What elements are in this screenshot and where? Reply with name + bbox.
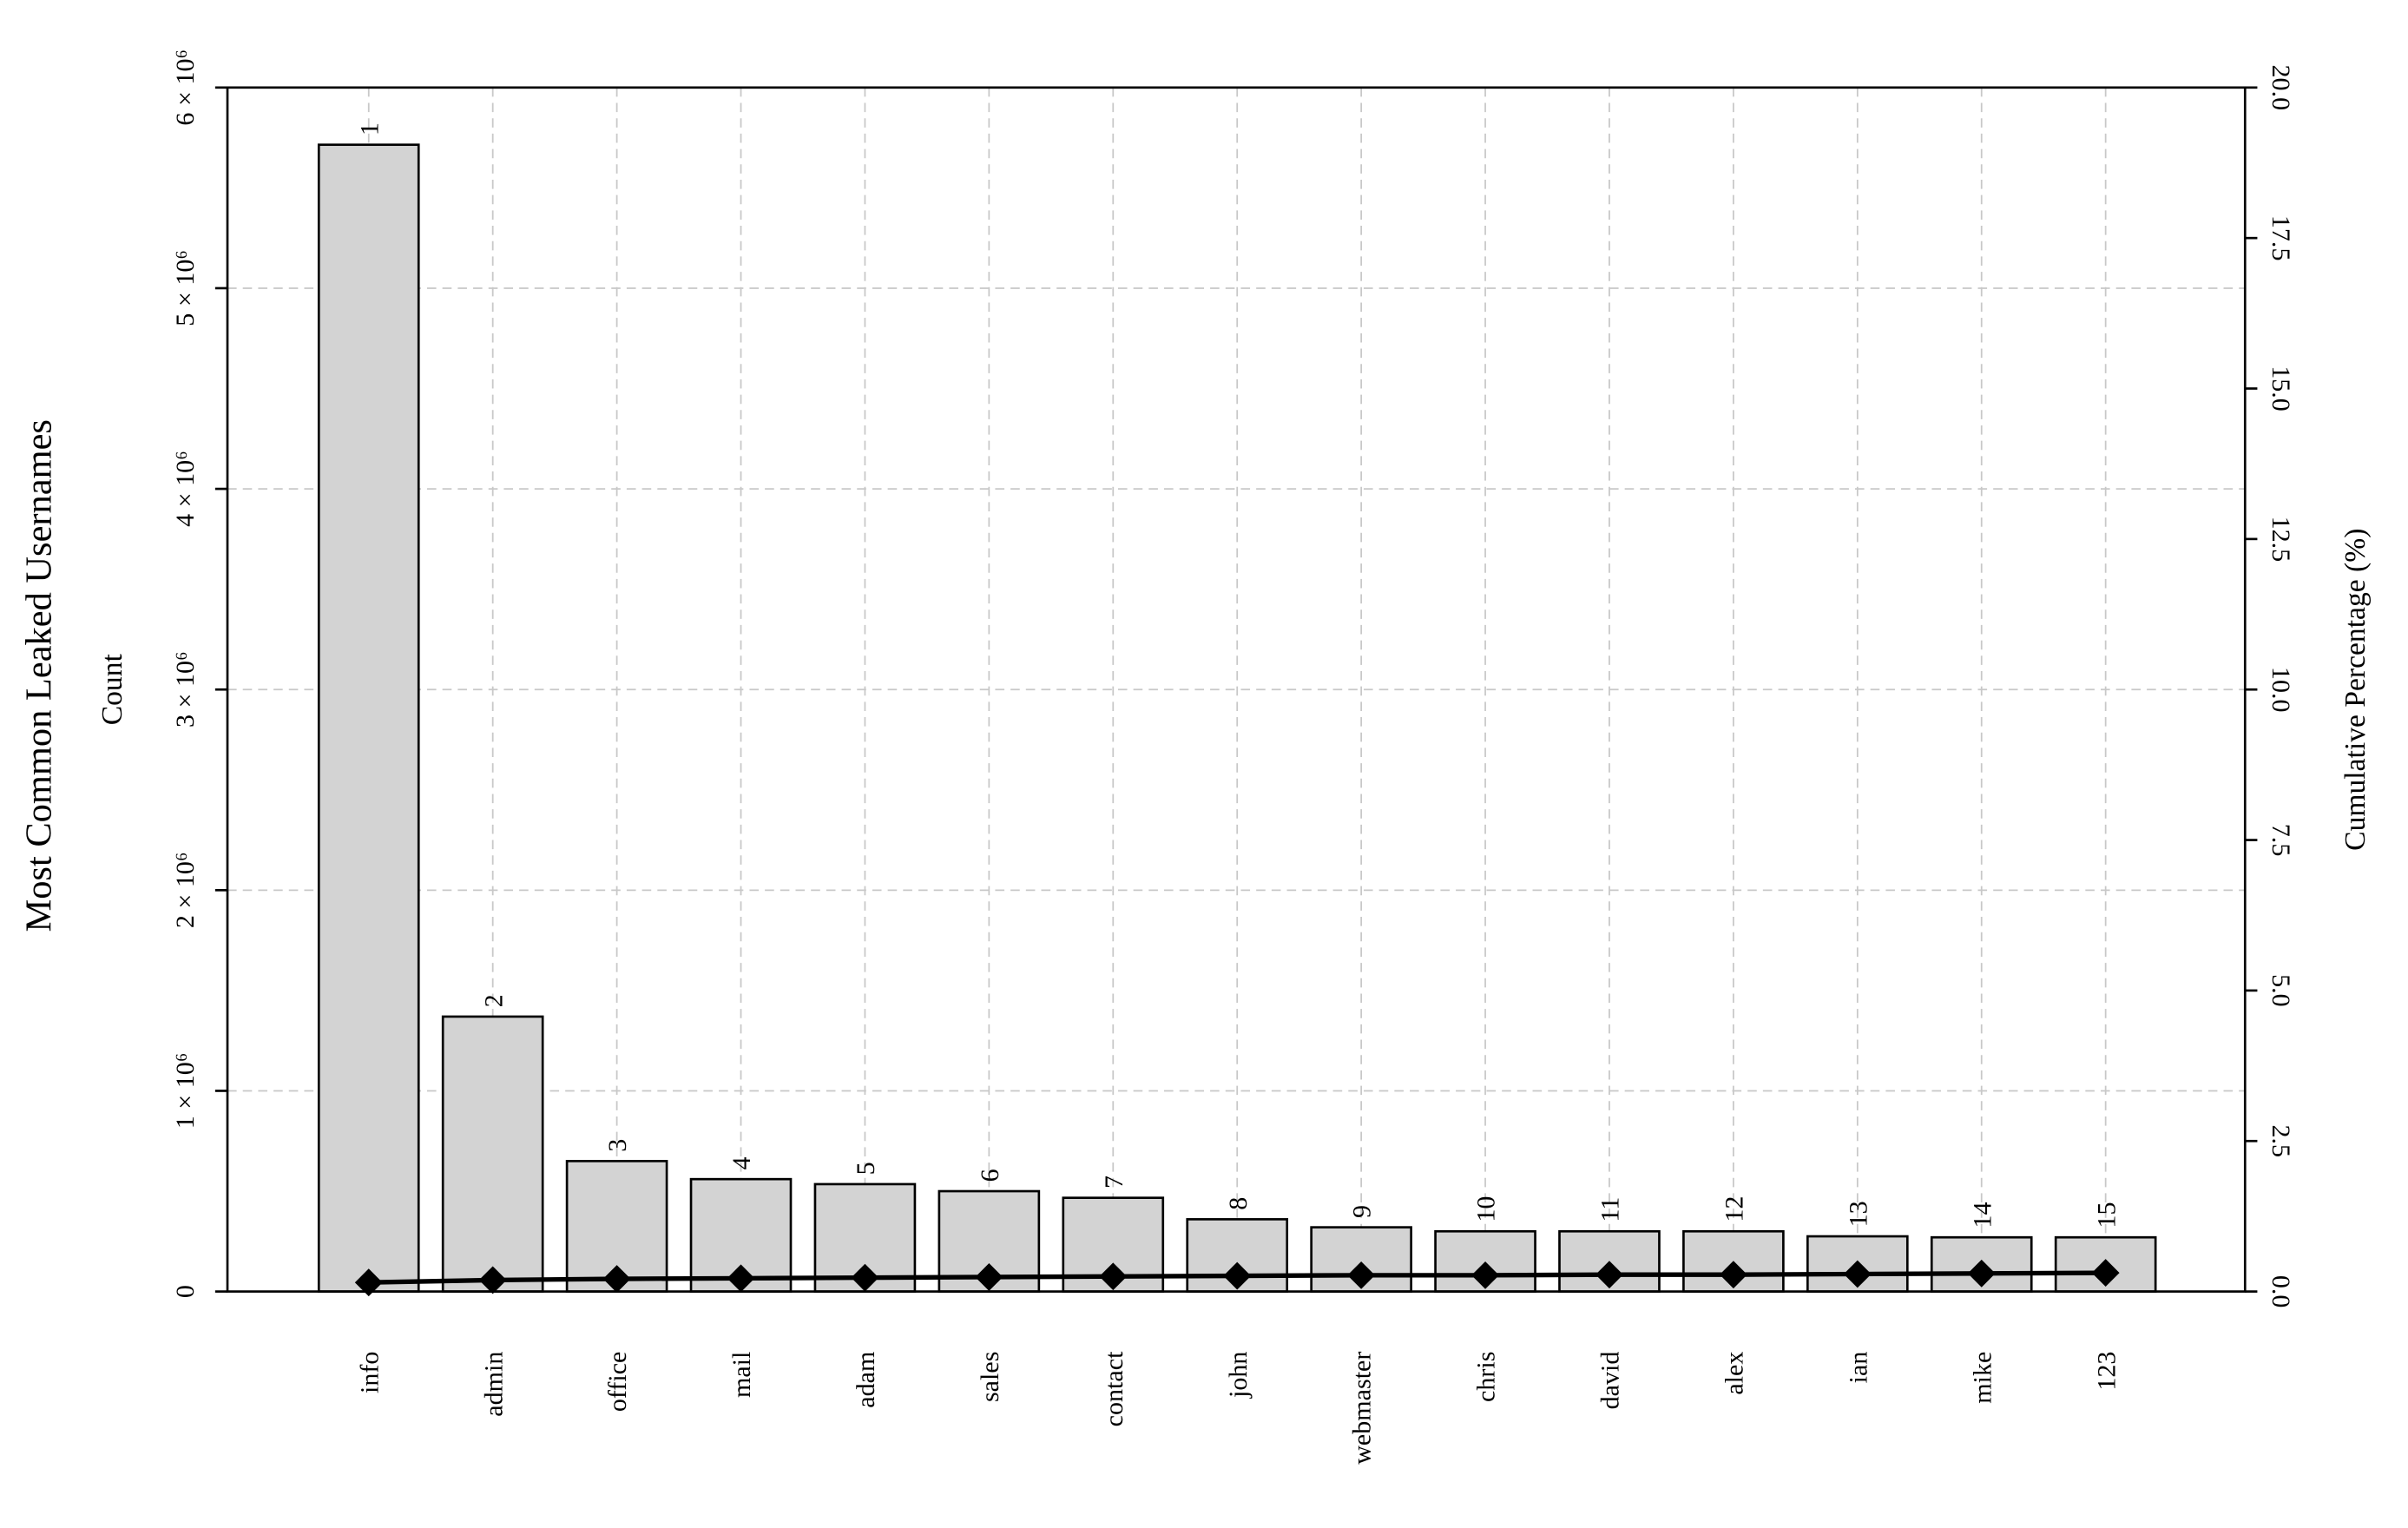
x-tick-label: sales — [975, 1352, 1004, 1402]
bar-label: 7 — [1099, 1176, 1128, 1189]
bar-label: 8 — [1223, 1197, 1253, 1210]
diamond-marker — [851, 1263, 879, 1292]
diamond-marker — [602, 1265, 631, 1293]
bar-label: 9 — [1347, 1205, 1377, 1218]
plot-frame — [226, 86, 2247, 1293]
bar-label: 5 — [851, 1162, 880, 1175]
bar-label: 14 — [1967, 1202, 1997, 1228]
diamond-marker — [975, 1263, 1003, 1291]
x-tick-label: info — [354, 1352, 384, 1393]
y2-tick-label: 20.0 — [2267, 65, 2296, 111]
bar-label: 6 — [975, 1169, 1004, 1182]
y-tick-label: 5 × 10⁶ — [170, 250, 200, 326]
bar-label: 3 — [602, 1139, 632, 1152]
y2-tick-label: 15.0 — [2267, 366, 2296, 412]
y-tick-label: 4 × 10⁶ — [170, 451, 200, 527]
y2-tick-label: 0.0 — [2267, 1275, 2296, 1308]
y-tick-label: 2 × 10⁶ — [170, 853, 200, 929]
y-tick-label: 0 — [170, 1285, 200, 1298]
diamond-marker — [1595, 1261, 1623, 1289]
bar-label: 2 — [478, 994, 508, 1007]
chart-title: Most Common Leaked Usernames — [19, 419, 60, 932]
bar-label: 12 — [1720, 1196, 1749, 1222]
y-axis-label: Count — [96, 653, 128, 725]
y2-tick-label: 5.0 — [2267, 974, 2296, 1007]
y2-tick-label: 17.5 — [2267, 215, 2296, 261]
x-tick-label: office — [602, 1352, 632, 1413]
bar-label: 10 — [1471, 1196, 1501, 1222]
x-tick-label: ian — [1843, 1352, 1872, 1384]
y-tick-label: 6 × 10⁶ — [170, 49, 200, 126]
diamond-marker — [1843, 1260, 1872, 1288]
diamond-marker — [478, 1266, 507, 1294]
diamond-marker — [1099, 1262, 1128, 1291]
bar-label: 11 — [1595, 1197, 1625, 1222]
x-tick-label: alex — [1720, 1352, 1749, 1395]
bar-label: 15 — [2091, 1202, 2121, 1228]
x-tick-label: admin — [478, 1352, 508, 1417]
bar-label: 4 — [727, 1157, 756, 1170]
y2-tick-label: 2.5 — [2267, 1124, 2296, 1157]
x-tick-label: mike — [1967, 1352, 1997, 1404]
y2-tick-label: 10.0 — [2267, 667, 2296, 713]
y-tick-label: 3 × 10⁶ — [170, 651, 200, 728]
x-tick-label: 123 — [2091, 1352, 2121, 1391]
bar — [441, 1015, 544, 1293]
y-tick-label: 1 × 10⁶ — [170, 1053, 200, 1130]
y2-tick-label: 12.5 — [2267, 517, 2296, 563]
y2-axis-label: Cumulative Percentage (%) — [2339, 529, 2372, 851]
bar-label: 13 — [1843, 1201, 1872, 1227]
x-tick-label: contact — [1099, 1351, 1128, 1426]
x-tick-label: david — [1595, 1352, 1625, 1410]
x-tick-label: adam — [851, 1352, 880, 1408]
diamond-marker — [1967, 1259, 1996, 1288]
diamond-marker — [727, 1264, 755, 1293]
x-tick-label: webmaster — [1347, 1352, 1377, 1465]
diamond-marker — [1223, 1261, 1252, 1290]
x-tick-label: mail — [727, 1352, 756, 1398]
diamond-marker — [354, 1268, 383, 1297]
bar-label: 1 — [354, 122, 384, 135]
y2-tick-label: 7.5 — [2267, 824, 2296, 857]
bar — [317, 143, 420, 1293]
x-tick-label: john — [1223, 1352, 1253, 1399]
diamond-marker — [1719, 1261, 1747, 1289]
x-tick-label: chris — [1471, 1352, 1501, 1402]
